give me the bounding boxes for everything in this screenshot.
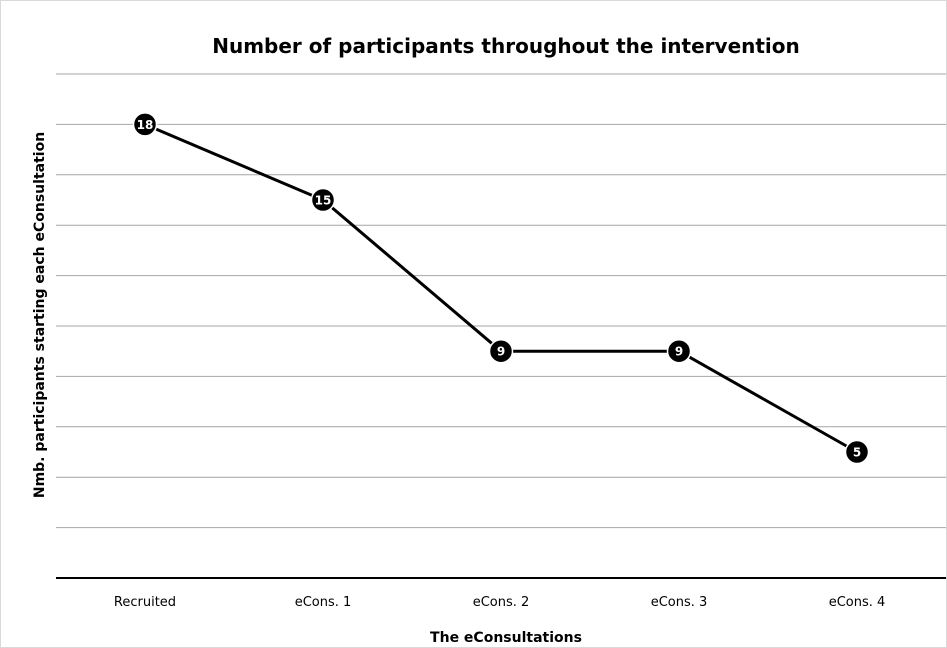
data-label: 5 bbox=[853, 446, 861, 460]
x-tick-labels: Recruited eCons. 1 eCons. 2 eCons. 3 eCons. … bbox=[114, 595, 885, 610]
data-point-marker bbox=[488, 338, 514, 364]
x-tick-label: eCons. 2 bbox=[473, 595, 530, 610]
data-point-marker bbox=[132, 112, 158, 137]
chart-title: Number of participants throughout the in… bbox=[212, 34, 800, 58]
data-point-marker bbox=[310, 187, 336, 213]
x-tick-label: eCons. 3 bbox=[651, 595, 708, 610]
series-line bbox=[144, 123, 858, 454]
x-tick-label: eCons. 1 bbox=[295, 595, 352, 610]
x-axis-title: The eConsultations bbox=[430, 630, 582, 646]
gridlines bbox=[56, 73, 946, 579]
data-label: 15 bbox=[315, 194, 332, 208]
data-label: 18 bbox=[137, 118, 154, 132]
series-line-path bbox=[144, 123, 858, 454]
y-axis-title: Nmb. participants starting each eConsult… bbox=[32, 132, 48, 498]
data-label: 9 bbox=[675, 345, 683, 359]
x-tick-label: Recruited bbox=[114, 595, 176, 610]
data-label: 9 bbox=[497, 345, 505, 359]
data-point-marker bbox=[666, 338, 692, 364]
data-points: 18 15 9 9 5 bbox=[132, 112, 870, 465]
x-tick-label: eCons. 4 bbox=[829, 595, 886, 610]
data-point-marker bbox=[844, 439, 870, 465]
